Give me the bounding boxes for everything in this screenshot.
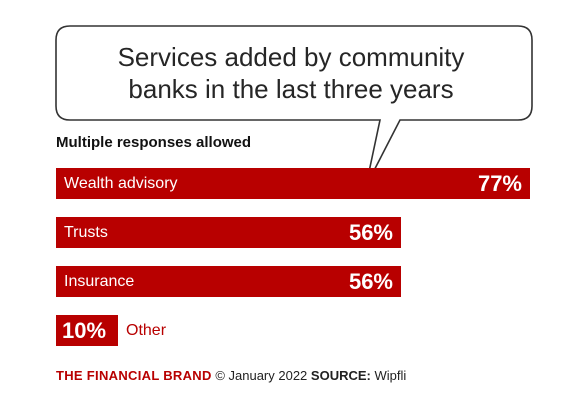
chart-title-line-1: Services added by community — [117, 42, 465, 72]
bar-category-label: Other — [126, 322, 167, 339]
footer-brand: THE FINANCIAL BRAND — [56, 368, 212, 383]
bar-category-label: Insurance — [64, 273, 135, 290]
bar-insurance: Insurance 56% — [56, 266, 401, 297]
footer-source: Wipfli — [374, 368, 407, 383]
bar-other: 10% — [56, 315, 118, 346]
bar-category-label: Trusts — [64, 224, 108, 241]
speech-bubble-outline — [55, 25, 533, 187]
bar-value-label: 10% — [62, 318, 107, 343]
bar-value-label: 77% — [477, 171, 522, 196]
bar-value-label: 56% — [348, 269, 393, 294]
bar-trusts: Trusts 56% — [56, 217, 401, 248]
chart-subtitle: Multiple responses allowed — [56, 134, 252, 151]
bar-category-label: Wealth advisory — [64, 175, 178, 192]
footer: THE FINANCIAL BRAND © January 2022 SOURC… — [56, 368, 406, 383]
bar-value-label: 56% — [348, 220, 393, 245]
footer-source-label: SOURCE: — [310, 368, 371, 383]
bar-wealth-advisory: Wealth advisory 77% — [56, 168, 530, 199]
chart-title-line-2: banks in the last three years — [128, 74, 454, 104]
footer-date: © January 2022 — [215, 368, 308, 383]
